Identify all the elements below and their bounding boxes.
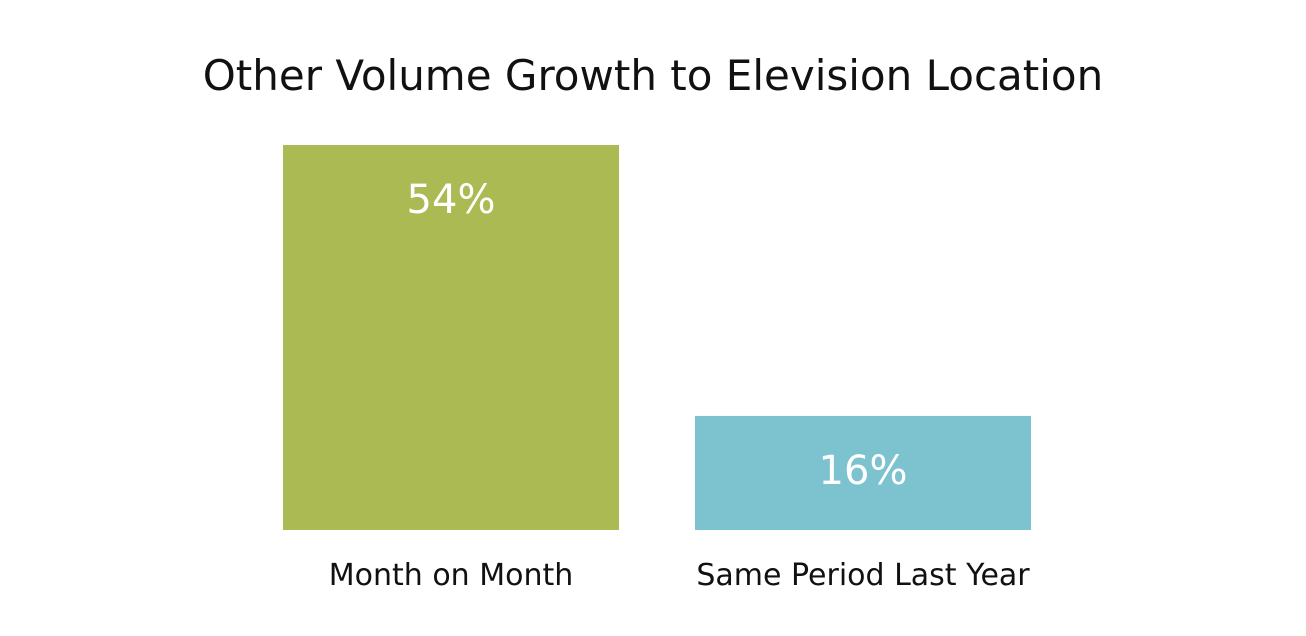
bar-1 bbox=[283, 145, 619, 530]
category-label-1: Month on Month bbox=[329, 558, 574, 593]
bar-2 bbox=[695, 415, 1031, 530]
category-label-2: Same Period Last Year bbox=[696, 558, 1030, 593]
bar-value-label-2: 16% bbox=[819, 448, 908, 494]
category-labels-group: Month on Month Same Period Last Year bbox=[329, 558, 1031, 593]
value-labels-group: 54% 16% bbox=[407, 177, 908, 494]
bars-group bbox=[283, 145, 1031, 530]
chart-title: Other Volume Growth to Elevision Locatio… bbox=[203, 51, 1103, 100]
bar-value-label-1: 54% bbox=[407, 177, 496, 223]
